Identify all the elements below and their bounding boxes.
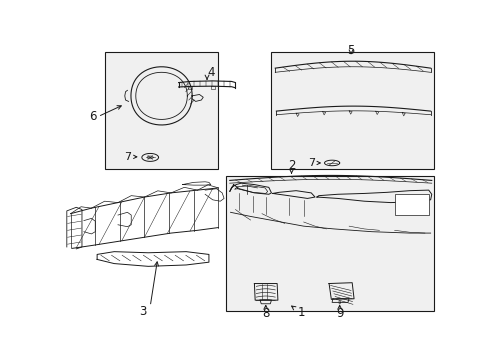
Bar — [271, 51, 433, 169]
Bar — [225, 176, 433, 311]
Text: 7: 7 — [307, 158, 314, 168]
Text: 5: 5 — [346, 44, 354, 57]
Text: 1: 1 — [297, 306, 305, 319]
Text: 9: 9 — [335, 307, 343, 320]
Bar — [104, 51, 218, 169]
Text: 4: 4 — [206, 66, 214, 79]
Text: 3: 3 — [139, 305, 146, 318]
Text: 6: 6 — [89, 110, 97, 123]
Text: 8: 8 — [262, 307, 269, 320]
Text: 2: 2 — [287, 159, 295, 172]
Text: 7: 7 — [123, 152, 131, 162]
Bar — [394, 194, 428, 215]
